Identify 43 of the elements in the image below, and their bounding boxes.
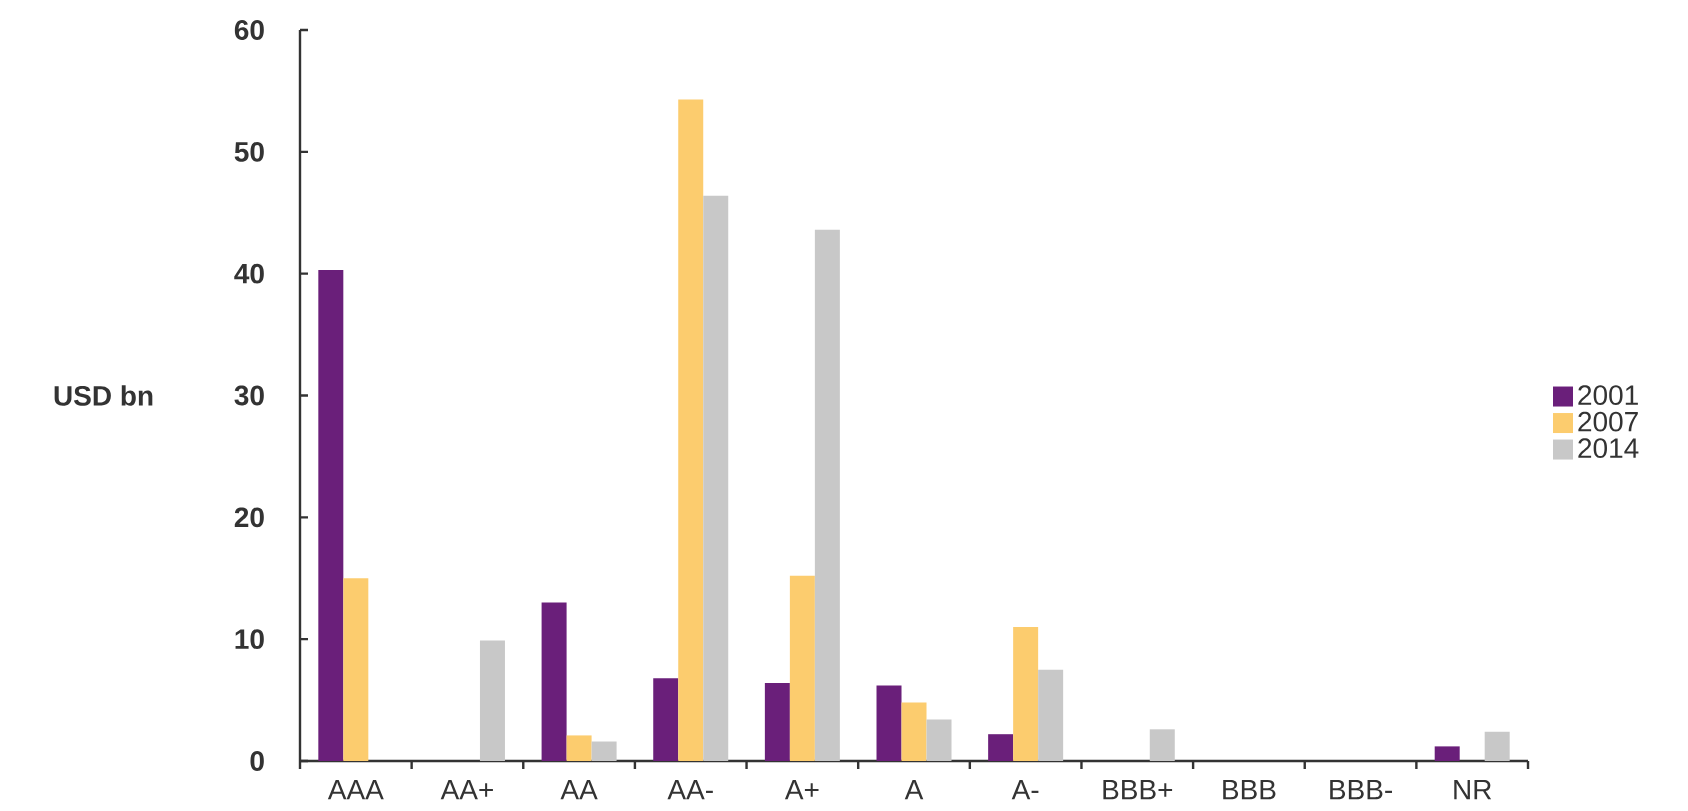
- bar: [764, 683, 790, 761]
- x-tick-label: AA: [560, 780, 598, 800]
- y-tick-label: 50: [234, 141, 264, 162]
- bar: [901, 702, 927, 761]
- bar: [988, 734, 1014, 761]
- bar: [703, 195, 729, 761]
- x-tick-label: AA+: [440, 780, 493, 800]
- bar: [678, 99, 704, 761]
- legend-label: 2001: [1578, 385, 1638, 406]
- bar: [541, 602, 567, 761]
- legend-label: 2007: [1578, 411, 1638, 432]
- x-tick-label: BBB: [1223, 780, 1276, 800]
- y-tick-label: 20: [234, 507, 264, 528]
- x-tick-label: A: [904, 780, 924, 800]
- bar: [318, 270, 344, 761]
- bar: [926, 719, 952, 761]
- bar: [876, 685, 902, 761]
- bar: [653, 678, 679, 761]
- x-tick-label: A-: [1011, 780, 1039, 800]
- bar: [1038, 669, 1064, 761]
- y-tick-label: 30: [234, 385, 264, 406]
- bar: [1013, 626, 1039, 761]
- bar: [1484, 731, 1510, 761]
- x-tick-label: NR: [1454, 780, 1492, 800]
- y-tick-label: 40: [234, 263, 264, 284]
- legend-label: 2014: [1578, 438, 1639, 459]
- x-tick-label: AAA: [327, 780, 384, 800]
- bar: [1149, 729, 1175, 761]
- bar: [789, 575, 815, 761]
- x-tick-label: BBB+: [1103, 780, 1173, 800]
- y-tick-label: 10: [235, 629, 264, 650]
- bar: [479, 640, 505, 761]
- bar: [591, 741, 617, 761]
- bar: [1434, 746, 1460, 761]
- bar: [566, 735, 592, 761]
- y-axis-title: USD bn: [54, 385, 153, 406]
- bar: [814, 229, 840, 761]
- y-tick-label: 60: [234, 20, 264, 40]
- bar: [343, 578, 369, 761]
- x-tick-label: A+: [784, 780, 819, 800]
- y-tick-label: 0: [250, 751, 264, 771]
- x-tick-label: AA-: [667, 780, 713, 800]
- x-tick-label: BBB-: [1330, 780, 1392, 800]
